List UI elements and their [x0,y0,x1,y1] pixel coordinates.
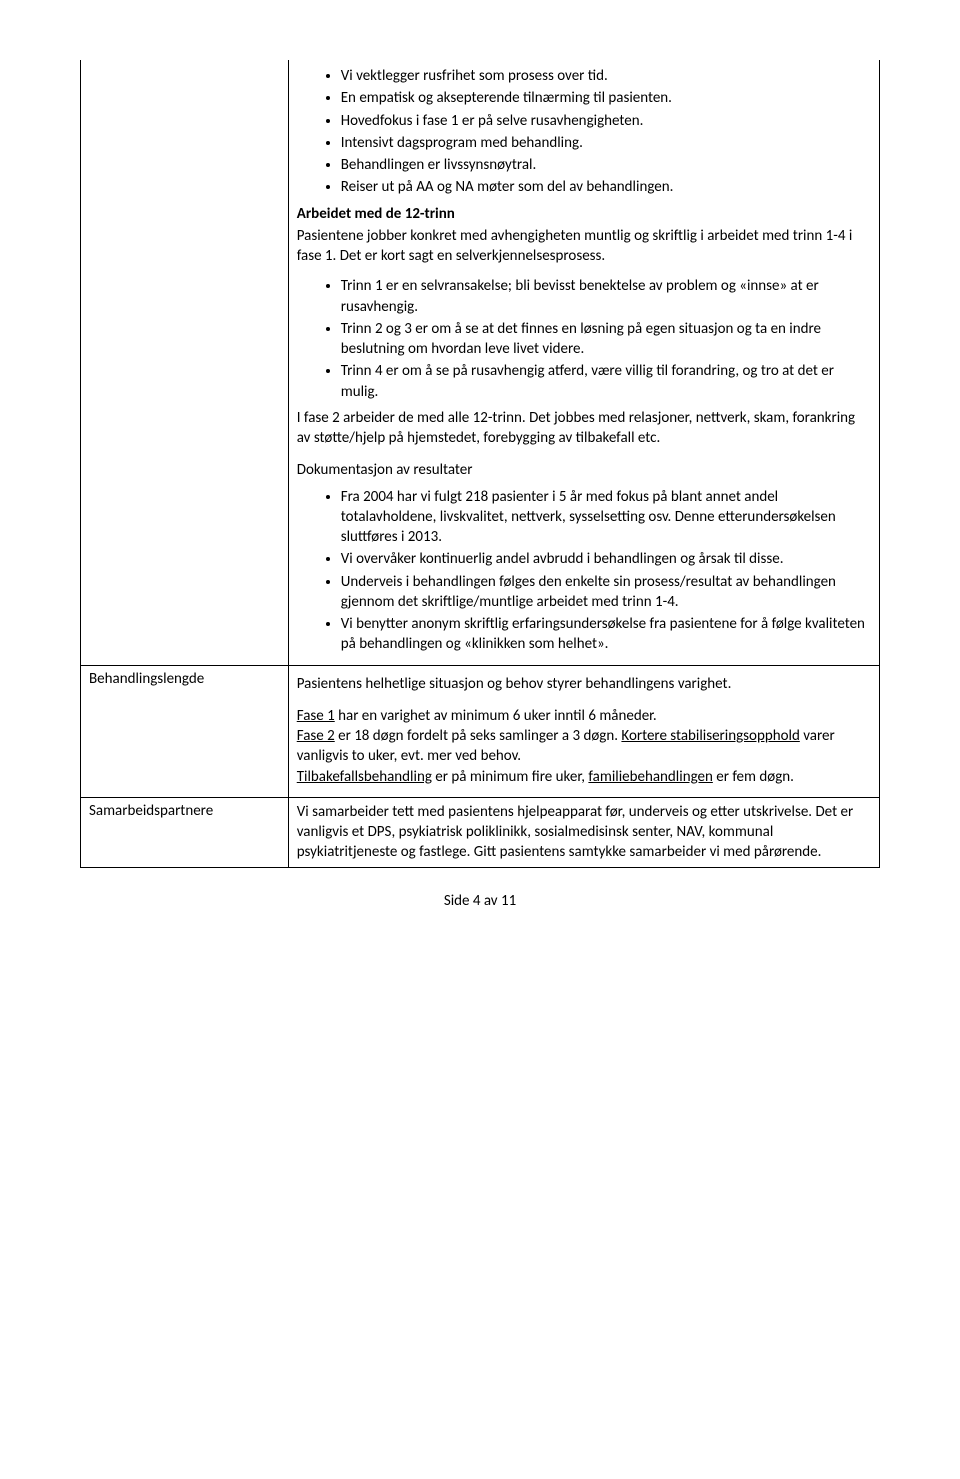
kortere-u: Kortere stabiliseringsopphold [621,727,799,745]
content-table: Vi vektlegger rusfrihet som prosess over… [80,60,880,868]
cell-top-left [81,60,289,665]
cell-samarbeid-content: Vi samarbeider tett med pasientens hjelp… [288,797,879,867]
fase2-rest: er 18 døgn fordelt på seks samlinger a 3… [335,727,622,745]
cell-behandlingslengde-label: Behandlingslengde [81,665,289,797]
fase2-u: Fase 2 [297,727,335,745]
familie-rest: er fem døgn. [713,768,794,786]
page-footer: Side 4 av 11 [80,892,880,910]
fase1-rest: har en varighet av minimum 6 uker inntil… [335,707,657,725]
list-item: Vi vektlegger rusfrihet som prosess over… [341,66,871,86]
para-3: Dokumentasjon av resultater [297,460,871,480]
list-item: En empatisk og aksepterende tilnærming t… [341,88,871,108]
cell-behandlingslengde-content: Pasientens helhetlige situasjon og behov… [288,665,879,797]
label-text: Behandlingslengde [89,670,204,688]
heading-text: Arbeidet med de 12-trinn [297,205,455,223]
bullet-list-2: Trinn 1 er en selvransakelse; bli beviss… [297,276,871,402]
bullet-list-3: Fra 2004 har vi fulgt 218 pasienter i 5 … [297,487,871,655]
cell-samarbeid-label: Samarbeidspartnere [81,797,289,867]
list-item: Trinn 2 og 3 er om å se at det finnes en… [341,319,871,360]
bl-fases: Fase 1 har en varighet av minimum 6 uker… [297,706,871,787]
list-item: Vi benytter anonym skriftlig erfaringsun… [341,614,871,655]
list-item: Fra 2004 har vi fulgt 218 pasienter i 5 … [341,487,871,548]
samarbeid-para: Vi samarbeider tett med pasientens hjelp… [297,802,871,863]
list-item: Reiser ut på AA og NA møter som del av b… [341,177,871,197]
bl-para-1: Pasientens helhetlige situasjon og behov… [297,674,871,694]
list-item: Vi overvåker kontinuerlig andel avbrudd … [341,549,871,569]
list-item: Trinn 4 er om å se på rusavhengig atferd… [341,361,871,402]
para-2: I fase 2 arbeider de med alle 12-trinn. … [297,408,871,449]
bullet-list-1: Vi vektlegger rusfrihet som prosess over… [297,66,871,198]
page-container: Vi vektlegger rusfrihet som prosess over… [0,0,960,950]
list-item: Behandlingen er livssynsnøytral. [341,155,871,175]
tilbake-u: Tilbakefallsbehandling [297,768,432,786]
label-text: Samarbeidspartnere [89,802,213,820]
familie-u: familiebehandlingen [588,768,712,786]
heading-12trinn: Arbeidet med de 12-trinn [297,204,871,224]
list-item: Intensivt dagsprogram med behandling. [341,133,871,153]
cell-top-right: Vi vektlegger rusfrihet som prosess over… [288,60,879,665]
list-item: Trinn 1 er en selvransakelse; bli beviss… [341,276,871,317]
para-1: Pasientene jobber konkret med avhengighe… [297,226,871,267]
fase1-u: Fase 1 [297,707,335,725]
list-item: Hovedfokus i fase 1 er på selve rusavhen… [341,111,871,131]
list-item: Underveis i behandlingen følges den enke… [341,572,871,613]
tilbake-rest: er på minimum fire uker, [432,768,589,786]
